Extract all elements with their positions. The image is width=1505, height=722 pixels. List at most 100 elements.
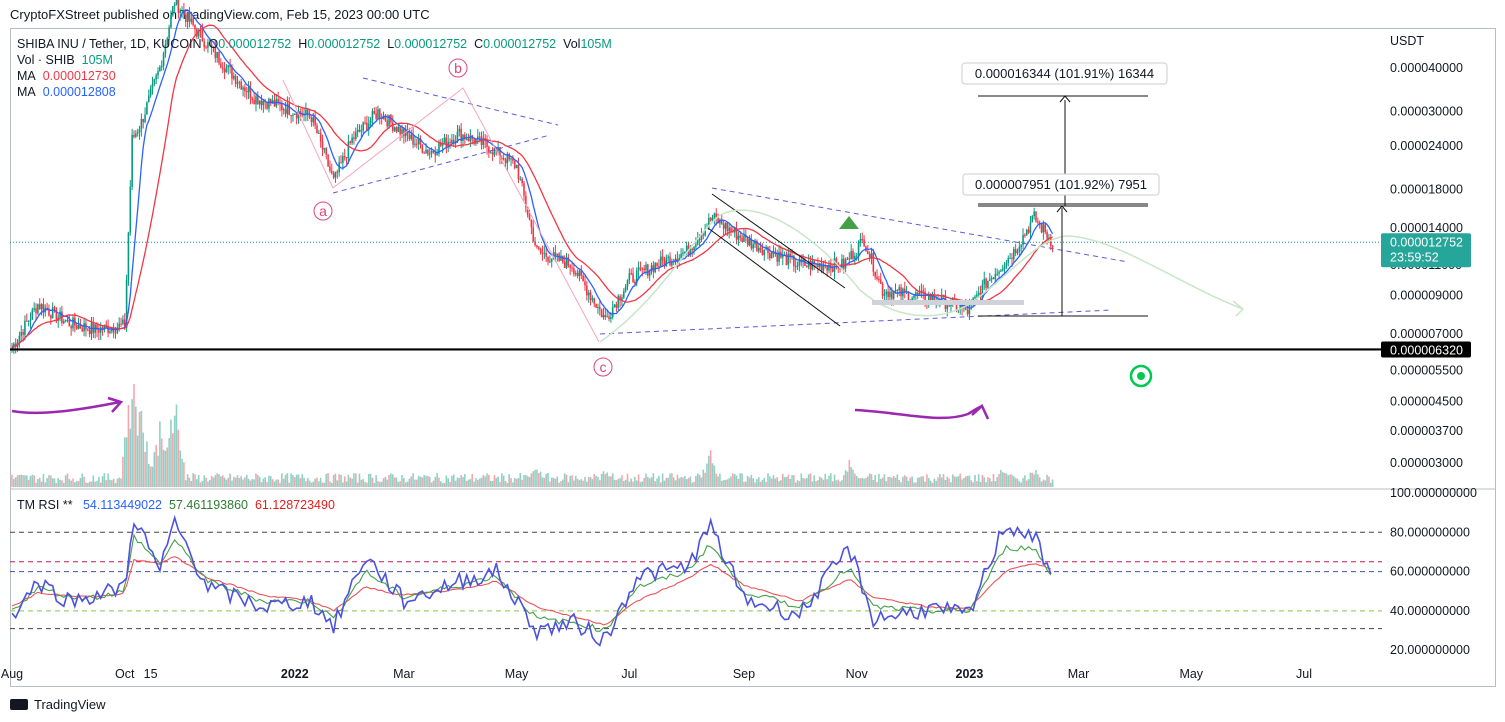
volume-bar <box>37 478 39 487</box>
candle-body <box>318 132 320 134</box>
candle-body <box>634 281 636 284</box>
volume-bar <box>517 477 520 487</box>
volume-bar <box>369 473 372 487</box>
candle-body <box>698 239 701 241</box>
candle-body <box>1037 221 1039 223</box>
volume-bar <box>510 478 512 487</box>
candle-body <box>1009 257 1011 259</box>
candle-body <box>624 286 627 292</box>
volume-bar <box>639 482 642 487</box>
candle-body <box>172 6 174 16</box>
volume-bar <box>774 478 777 487</box>
volume-bar <box>264 477 267 487</box>
candle-body <box>151 83 154 89</box>
volume-bar <box>349 477 352 487</box>
volume-bar <box>1051 479 1054 487</box>
candle-body <box>223 69 226 73</box>
volume-bar <box>892 475 895 487</box>
candle-body <box>160 66 163 68</box>
legend-symbol[interactable]: SHIBA INU / Tether, 1D, KUCOIN <box>17 37 202 51</box>
candle-body <box>266 102 268 109</box>
candle-body <box>541 252 544 254</box>
candle-body <box>889 291 891 298</box>
candle-body <box>175 0 178 5</box>
volume-bar <box>587 477 590 487</box>
volume-bar <box>94 481 96 487</box>
tradingview-logo[interactable]: TradingView <box>10 697 106 712</box>
candle-body <box>805 266 808 268</box>
legend-row-ma2[interactable]: MA 0.000012808 <box>17 84 612 100</box>
volume-bar <box>260 482 263 487</box>
candle-body <box>236 82 239 84</box>
candle-body <box>549 261 551 263</box>
candle-body <box>796 265 799 267</box>
volume-bar <box>857 478 860 487</box>
candle-body <box>508 154 511 160</box>
rsi-legend[interactable]: TM RSI ** 54.113449022 57.461193860 61.1… <box>17 497 335 513</box>
volume-bar <box>719 473 721 487</box>
legend-row-ma1[interactable]: MA 0.000012730 <box>17 68 612 84</box>
volume-bar <box>674 480 677 487</box>
candle-body <box>419 138 422 145</box>
wave-c-label: c <box>600 359 607 375</box>
candle-body <box>630 273 632 275</box>
candle-body <box>464 134 466 140</box>
volume-bar <box>918 477 921 487</box>
volume-bar <box>299 478 302 487</box>
volume-bar <box>974 474 976 487</box>
volume-bar <box>911 476 913 487</box>
volume-bar <box>68 479 71 487</box>
legend-ma2-label: MA <box>17 85 36 99</box>
wave-b-label: b <box>454 60 462 76</box>
volume-bar <box>13 479 15 487</box>
candle-body <box>606 316 608 318</box>
candle-body <box>519 178 522 180</box>
candle-body <box>756 241 758 252</box>
volume-bar <box>757 477 760 487</box>
candle-body <box>911 297 913 301</box>
volume-bar <box>390 473 392 487</box>
volume-bar <box>116 478 119 487</box>
volume-bar <box>190 480 193 487</box>
publisher-line: CryptoFXStreet published on TradingView.… <box>10 7 430 22</box>
triangle-1-upper <box>362 77 559 126</box>
volume-bar <box>739 473 742 487</box>
volume-bar <box>412 473 414 487</box>
volume-bar <box>966 475 969 487</box>
volume-bar <box>101 476 104 487</box>
candle-body <box>88 329 91 335</box>
candle-body <box>526 207 529 216</box>
volume-bar <box>597 476 599 487</box>
candle-body <box>1013 249 1015 260</box>
candle-body <box>948 305 950 307</box>
candle-body <box>393 127 396 131</box>
volume-bar <box>88 481 91 487</box>
candle-body <box>38 304 41 310</box>
candle-body <box>499 147 501 158</box>
volume-bar <box>25 475 28 487</box>
volume-bar <box>528 477 531 487</box>
candle-body <box>550 258 553 262</box>
volume-bar <box>118 477 121 487</box>
candle-body <box>369 120 372 124</box>
target-circle-inner <box>1137 372 1145 380</box>
candle-body <box>918 292 921 296</box>
candle-body <box>62 321 65 324</box>
candle-body <box>282 109 285 111</box>
legend-row-volume[interactable]: Vol · SHIB 105M <box>17 52 612 68</box>
volume-bar <box>750 474 753 487</box>
candle-body <box>408 134 411 140</box>
volume-bar <box>961 479 963 487</box>
candle-body <box>717 217 719 224</box>
volume-bar <box>342 482 344 487</box>
candle-body <box>20 331 23 336</box>
volume-bar <box>282 478 285 487</box>
volume-bar <box>798 481 801 487</box>
volume-bar <box>676 474 679 487</box>
volume-bar <box>33 475 35 487</box>
volume-bar <box>1024 475 1026 487</box>
volume-bar <box>611 473 614 487</box>
candle-body <box>976 294 978 297</box>
volume-bar <box>391 474 394 487</box>
